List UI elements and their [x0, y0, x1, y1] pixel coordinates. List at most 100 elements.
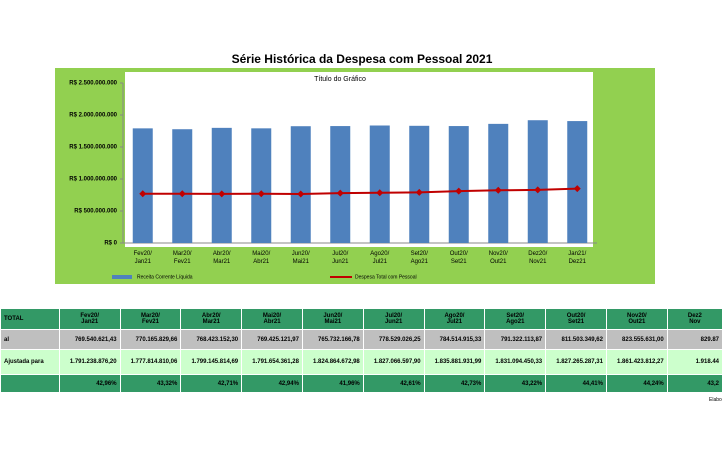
- table-cell: 811.503.349,62: [545, 329, 607, 350]
- table-cell: Dez2 Nov: [666, 308, 723, 330]
- marker: [573, 185, 581, 193]
- table-cell: 1.918.44: [666, 349, 723, 375]
- x-tick-label: Jun20/ Mai21: [291, 251, 310, 265]
- table-row: Ajustada para 1.791.238.876,20 1.777.814.8…: [0, 349, 723, 375]
- legend-label: Despesa Total com Pessoal: [355, 274, 417, 280]
- table-cell: 1.831.094.450,33: [484, 349, 547, 375]
- table-cell: 42,71%: [180, 374, 243, 393]
- table-cell: 44,41%: [545, 374, 607, 393]
- table-cell: 43,2: [666, 374, 723, 393]
- table-cell: Jul20/ Jun21: [362, 308, 425, 330]
- table-row: al 769.540.621,43 770.165.829,66 768.423.15…: [0, 329, 723, 350]
- bar: [567, 121, 588, 243]
- y-tick-label: R$ 500.000.000: [74, 209, 117, 215]
- bar: [527, 120, 548, 243]
- x-tick-label: Abr20/ Mar21: [212, 251, 231, 265]
- table-cell: 1.835.881.931,99: [423, 349, 486, 375]
- table-cell: Abr20/ Mar21: [180, 308, 243, 330]
- table-cell: 42,73%: [423, 374, 486, 393]
- table-cell: 1.824.864.672,98: [301, 349, 364, 375]
- bar: [172, 129, 193, 243]
- x-tick-label: Set20/ Ago21: [410, 251, 428, 265]
- table-cell: Fev20/ Jan21: [58, 308, 121, 330]
- y-tick-label: R$ 1.500.000.000: [69, 145, 117, 151]
- table-cell: 823.555.631,00: [605, 329, 668, 350]
- note: Elabo: [709, 397, 722, 403]
- marker: [218, 190, 226, 198]
- table-row: 42,96% 43,32% 42,71% 42,94% 41,96% 42,61% 42,7…: [0, 374, 723, 393]
- table-cell: Mar20/ Fev21: [119, 308, 182, 330]
- table-cell: 1.791.654.361,28: [241, 349, 303, 375]
- x-tick-label: Dez20/ Nov21: [528, 251, 548, 265]
- marker: [297, 190, 305, 198]
- bar: [330, 126, 351, 243]
- table-cell: 829.87: [666, 329, 723, 350]
- table-cell: Nov20/ Out21: [605, 308, 668, 330]
- marker: [336, 189, 344, 197]
- table-cell: 791.322.113,87: [484, 329, 547, 350]
- y-tick-label: R$ 2.500.000.000: [69, 81, 117, 87]
- bar: [251, 128, 272, 243]
- bar: [369, 125, 390, 243]
- marker: [415, 188, 423, 196]
- table-cell: 42,61%: [362, 374, 425, 393]
- marker: [257, 190, 265, 198]
- line: [142, 187, 578, 195]
- plot-area: [125, 72, 593, 247]
- table-cell: 42,96%: [58, 374, 121, 393]
- y-tick-label: R$ 0: [104, 241, 117, 247]
- chart-title: Série Histórica da Despesa com Pessoal 2…: [232, 52, 493, 66]
- table-cell: 43,32%: [119, 374, 182, 393]
- table-cell: Mai20/ Abr21: [241, 308, 303, 330]
- table-cell: 41,96%: [301, 374, 364, 393]
- x-tick-label: Out20/ Set21: [449, 251, 468, 265]
- table-cell: 43,22%: [484, 374, 547, 393]
- x-tick-label: Ago20/ Jul21: [370, 251, 390, 265]
- table-cell: Set20/ Ago21: [484, 308, 547, 330]
- y-tick-label: R$ 1.000.000.000: [69, 177, 117, 183]
- marker: [455, 187, 463, 195]
- marker: [494, 186, 502, 194]
- y-tick-label: R$ 2.000.000.000: [69, 113, 117, 119]
- table-cell: 1.777.814.810,06: [119, 349, 182, 375]
- x-tick-label: Fev20/ Jan21: [133, 251, 152, 265]
- marker: [178, 190, 186, 198]
- chart-subtitle: Título do Gráfico: [314, 76, 366, 83]
- table-cell: Ago20/ Jul21: [423, 308, 486, 330]
- table-cell: 765.732.166,78: [301, 329, 364, 350]
- x-tick-label: Jul20/ Jun21: [332, 251, 349, 265]
- x-tick-label: Jan21/ Dez21: [568, 251, 587, 265]
- legend-label: Receita Corrente Líquida: [137, 274, 193, 280]
- marker: [534, 186, 542, 194]
- bar: [409, 125, 430, 243]
- x-tick-label: Mar20/ Fev21: [172, 251, 192, 265]
- table-cell: Out20/ Set21: [545, 308, 607, 330]
- table-cell: 768.423.152,30: [180, 329, 243, 350]
- table-cell: Ajustada para: [0, 349, 60, 375]
- bar: [211, 127, 232, 243]
- table-cell: TOTAL: [0, 308, 60, 330]
- table-cell: 769.540.621,43: [58, 329, 121, 350]
- bar: [448, 126, 469, 243]
- table-cell: 1.827.066.597,90: [362, 349, 425, 375]
- marker: [376, 189, 384, 197]
- x-tick-label: Mai20/ Abr21: [252, 251, 271, 265]
- data-table: TOTAL Fev20/ Jan21 Mar20/ Fev21 Abr20/ Mar2…: [0, 308, 723, 393]
- table-cell: 778.529.026,25: [362, 329, 425, 350]
- table-row: TOTAL Fev20/ Jan21 Mar20/ Fev21 Abr20/ Mar2…: [0, 308, 723, 330]
- table-cell: 42,94%: [241, 374, 303, 393]
- bar: [290, 126, 311, 243]
- chart: Série Histórica da Despesa com Pessoal 2…: [55, 52, 655, 284]
- table-cell: Jun20/ Mai21: [301, 308, 364, 330]
- table-cell: 784.514.915,33: [423, 329, 486, 350]
- bar: [488, 123, 509, 243]
- table-cell: 1.791.238.876,20: [58, 349, 121, 375]
- table-cell: 770.165.829,66: [119, 329, 182, 350]
- bar: [132, 128, 153, 243]
- table-cell: 1.799.145.814,69: [180, 349, 243, 375]
- table-cell: [0, 374, 60, 393]
- x-tick-label: Nov20/ Out21: [488, 251, 508, 265]
- table-cell: 44,24%: [605, 374, 668, 393]
- table-cell: 769.425.121,97: [241, 329, 303, 350]
- marker: [139, 190, 147, 198]
